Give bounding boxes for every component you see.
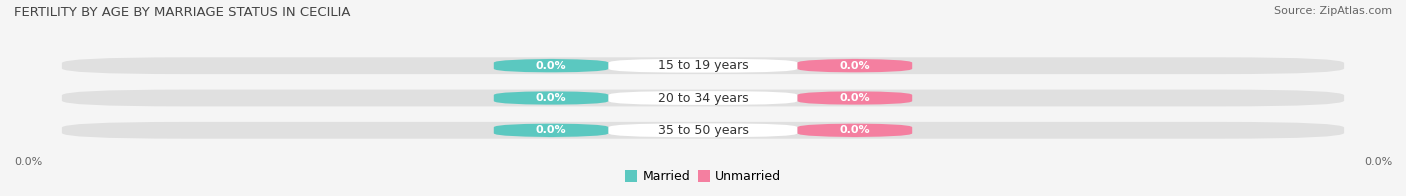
FancyBboxPatch shape [797, 91, 912, 105]
FancyBboxPatch shape [609, 91, 797, 105]
Text: 15 to 19 years: 15 to 19 years [658, 59, 748, 72]
Text: 0.0%: 0.0% [536, 61, 567, 71]
FancyBboxPatch shape [494, 59, 609, 73]
FancyBboxPatch shape [797, 59, 912, 73]
FancyBboxPatch shape [609, 123, 797, 137]
Text: 0.0%: 0.0% [536, 93, 567, 103]
Text: FERTILITY BY AGE BY MARRIAGE STATUS IN CECILIA: FERTILITY BY AGE BY MARRIAGE STATUS IN C… [14, 6, 350, 19]
FancyBboxPatch shape [494, 123, 609, 137]
FancyBboxPatch shape [62, 122, 1344, 139]
FancyBboxPatch shape [494, 91, 609, 105]
Text: 20 to 34 years: 20 to 34 years [658, 92, 748, 104]
Legend: Married, Unmarried: Married, Unmarried [620, 165, 786, 188]
FancyBboxPatch shape [797, 123, 912, 137]
FancyBboxPatch shape [609, 59, 797, 73]
Text: 0.0%: 0.0% [839, 125, 870, 135]
FancyBboxPatch shape [62, 90, 1344, 106]
Text: 0.0%: 0.0% [536, 125, 567, 135]
Text: 0.0%: 0.0% [839, 93, 870, 103]
FancyBboxPatch shape [62, 57, 1344, 74]
Text: Source: ZipAtlas.com: Source: ZipAtlas.com [1274, 6, 1392, 16]
Text: 35 to 50 years: 35 to 50 years [658, 124, 748, 137]
Text: 0.0%: 0.0% [839, 61, 870, 71]
